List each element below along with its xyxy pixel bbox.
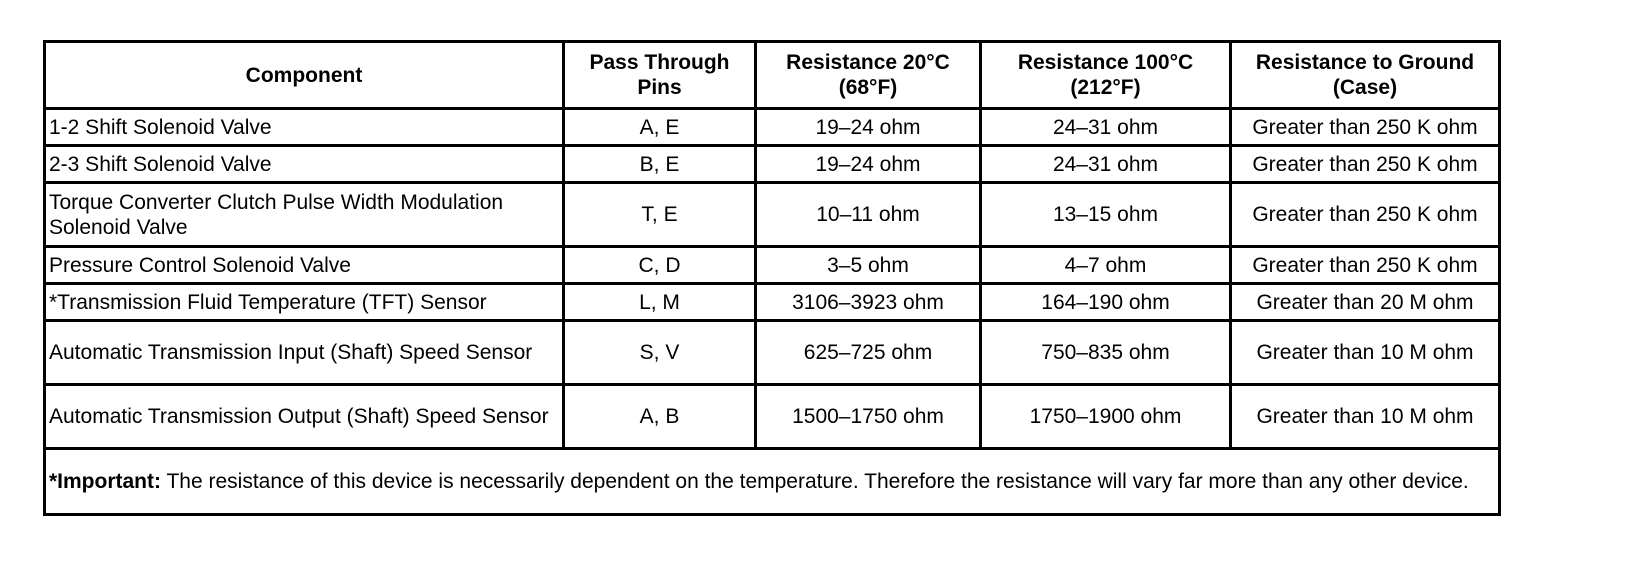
important-note: *Important: The resistance of this devic… (43, 447, 1501, 516)
resistance-100c-cell: 1750–1900 ohm (979, 383, 1232, 450)
component-cell: Pressure Control Solenoid Valve (43, 245, 565, 285)
resistance-ground-cell: Greater than 10 M ohm (1229, 383, 1501, 450)
resistance-20c-cell: 625–725 ohm (754, 319, 982, 386)
header-component: Component (43, 40, 565, 110)
header-resistance-ground: Resistance to Ground (Case) (1229, 40, 1501, 110)
resistance-100c-cell: 24–31 ohm (979, 107, 1232, 147)
resistance-ground-cell: Greater than 20 M ohm (1229, 282, 1501, 322)
table-row: Automatic Transmission Output (Shaft) Sp… (43, 383, 1501, 450)
component-cell: *Transmission Fluid Temperature (TFT) Se… (43, 282, 565, 322)
table-row: 1-2 Shift Solenoid Valve A, E 19–24 ohm … (43, 107, 1501, 147)
resistance-ground-cell: Greater than 250 K ohm (1229, 181, 1501, 248)
table-row: Torque Converter Clutch Pulse Width Modu… (43, 181, 1501, 248)
note-row: *Important: The resistance of this devic… (43, 447, 1501, 516)
resistance-ground-cell: Greater than 250 K ohm (1229, 144, 1501, 184)
table-row: 2-3 Shift Solenoid Valve B, E 19–24 ohm … (43, 144, 1501, 184)
resistance-ground-cell: Greater than 10 M ohm (1229, 319, 1501, 386)
resistance-100c-cell: 750–835 ohm (979, 319, 1232, 386)
component-cell: Automatic Transmission Output (Shaft) Sp… (43, 383, 565, 450)
note-label: *Important: (49, 470, 161, 493)
resistance-100c-cell: 13–15 ohm (979, 181, 1232, 248)
resistance-100c-cell: 164–190 ohm (979, 282, 1232, 322)
header-row: Component Pass Through Pins Resistance 2… (43, 40, 1501, 110)
pins-cell: T, E (562, 181, 757, 248)
resistance-ground-cell: Greater than 250 K ohm (1229, 107, 1501, 147)
resistance-spec-table: Component Pass Through Pins Resistance 2… (43, 40, 1501, 516)
resistance-100c-cell: 24–31 ohm (979, 144, 1232, 184)
pins-cell: A, E (562, 107, 757, 147)
pins-cell: A, B (562, 383, 757, 450)
pins-cell: B, E (562, 144, 757, 184)
component-cell: 2-3 Shift Solenoid Valve (43, 144, 565, 184)
resistance-20c-cell: 19–24 ohm (754, 107, 982, 147)
table-row: *Transmission Fluid Temperature (TFT) Se… (43, 282, 1501, 322)
pins-cell: L, M (562, 282, 757, 322)
header-resistance-20c: Resistance 20°C (68°F) (754, 40, 982, 110)
resistance-100c-cell: 4–7 ohm (979, 245, 1232, 285)
note-text: The resistance of this device is necessa… (161, 470, 1469, 493)
header-pins: Pass Through Pins (562, 40, 757, 110)
pins-cell: C, D (562, 245, 757, 285)
pins-cell: S, V (562, 319, 757, 386)
table-row: Pressure Control Solenoid Valve C, D 3–5… (43, 245, 1501, 285)
component-cell: 1-2 Shift Solenoid Valve (43, 107, 565, 147)
component-cell: Torque Converter Clutch Pulse Width Modu… (43, 181, 565, 248)
resistance-20c-cell: 1500–1750 ohm (754, 383, 982, 450)
resistance-20c-cell: 10–11 ohm (754, 181, 982, 248)
resistance-20c-cell: 19–24 ohm (754, 144, 982, 184)
resistance-20c-cell: 3106–3923 ohm (754, 282, 982, 322)
header-resistance-100c: Resistance 100°C (212°F) (979, 40, 1232, 110)
table-row: Automatic Transmission Input (Shaft) Spe… (43, 319, 1501, 386)
resistance-20c-cell: 3–5 ohm (754, 245, 982, 285)
component-cell: Automatic Transmission Input (Shaft) Spe… (43, 319, 565, 386)
resistance-ground-cell: Greater than 250 K ohm (1229, 245, 1501, 285)
